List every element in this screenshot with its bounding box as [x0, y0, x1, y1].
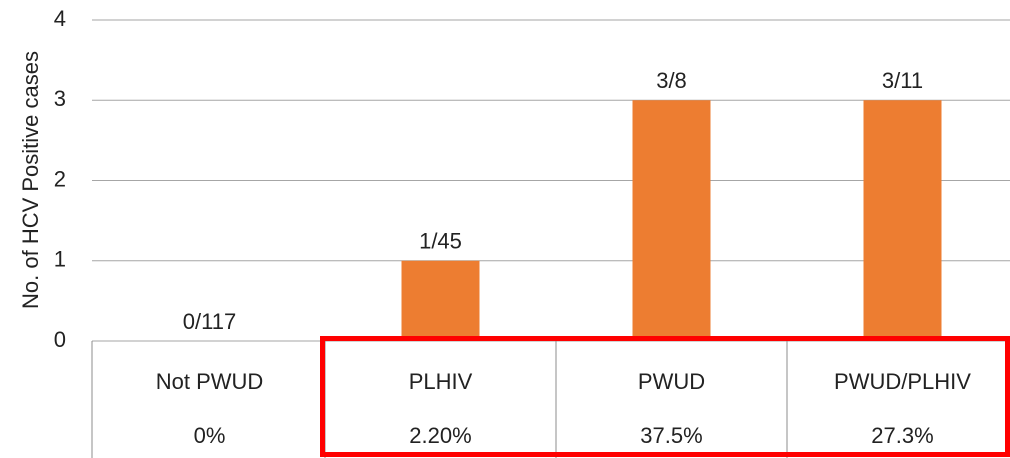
y-axis-title: No. of HCV Positive cases — [18, 51, 43, 309]
y-tick-label: 2 — [54, 166, 66, 191]
x-tick-label: PLHIV — [409, 369, 473, 394]
bar — [632, 100, 711, 341]
y-tick-label: 0 — [54, 327, 66, 352]
highlight-box — [320, 336, 1010, 457]
bar — [863, 100, 942, 341]
value-label: 0/117 — [183, 309, 236, 334]
y-tick-label: 4 — [54, 6, 66, 31]
percentage-label: 27.3% — [871, 423, 933, 448]
bar — [401, 260, 480, 341]
y-tick-label: 1 — [54, 247, 66, 272]
percentage-label: 0% — [194, 423, 226, 448]
x-tick-label: PWUD — [638, 369, 705, 394]
value-label: 3/8 — [656, 68, 687, 93]
percentage-label: 37.5% — [640, 423, 702, 448]
percentage-label: 2.20% — [409, 423, 471, 448]
value-label: 3/11 — [882, 68, 923, 93]
value-label: 1/45 — [419, 229, 462, 254]
x-tick-label: Not PWUD — [156, 369, 264, 394]
x-tick-label: PWUD/PLHIV — [834, 369, 971, 394]
y-tick-label: 3 — [54, 86, 66, 111]
